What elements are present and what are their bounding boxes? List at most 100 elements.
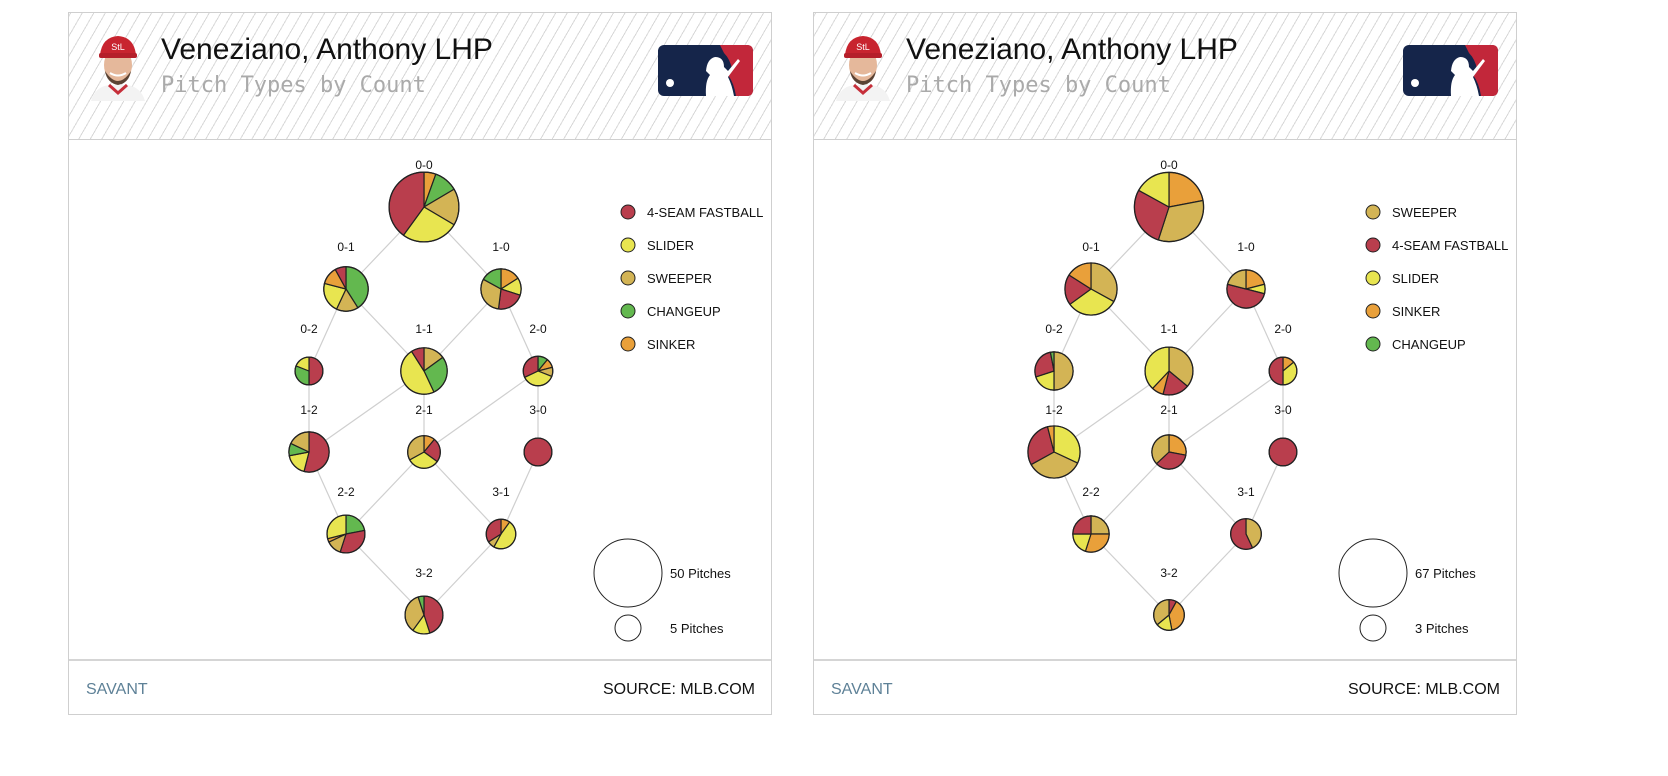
count-pie-2-0[interactable] — [522, 355, 554, 387]
card-footer: SAVANT SOURCE: MLB.COM — [814, 659, 1516, 717]
chart-card-right: StL Veneziano, Anthony LHP Pitch Types b… — [813, 12, 1517, 715]
count-label: 2-0 — [529, 322, 547, 336]
pie-outline — [522, 355, 554, 387]
count-pie-0-1[interactable] — [323, 266, 369, 312]
count-label: 2-1 — [1160, 403, 1178, 417]
pie-outline — [388, 171, 460, 243]
legend-swatch-CH — [620, 303, 636, 319]
pie-outline — [1072, 515, 1110, 553]
count-label: 0-2 — [300, 322, 318, 336]
tree-edge — [423, 370, 539, 453]
count-pie-0-0[interactable] — [388, 171, 460, 243]
count-label: 1-0 — [492, 240, 510, 254]
card-header: StL Veneziano, Anthony LHP Pitch Types b… — [69, 13, 771, 140]
count-label: 3-1 — [492, 485, 510, 499]
pie-outline — [1151, 434, 1187, 470]
pie-outline — [1034, 351, 1074, 391]
size-legend-circle — [1338, 538, 1408, 608]
count-label: 3-0 — [1274, 403, 1292, 417]
count-label: 2-2 — [1082, 485, 1100, 499]
count-pie-3-2[interactable] — [1153, 599, 1185, 631]
size-legend-label: 50 Pitches — [670, 566, 731, 581]
savant-link[interactable]: SAVANT — [831, 681, 893, 698]
legend-label: 4-SEAM FASTBALL — [1392, 238, 1508, 253]
count-pie-3-0[interactable] — [523, 437, 553, 467]
count-label: 0-1 — [1082, 240, 1100, 254]
count-pie-0-2[interactable] — [1034, 351, 1074, 391]
count-pie-2-1[interactable] — [407, 435, 441, 469]
count-label: 3-2 — [415, 566, 433, 580]
legend-swatch-FF — [620, 204, 636, 220]
pie-slice-SW — [1053, 351, 1074, 391]
pie-outline — [1268, 437, 1298, 467]
legend-label: SINKER — [1392, 304, 1440, 319]
pitch-count-tree-chart: 0-0 0-1 1-0 0-2 1-1 2-0 1-2 2-1 3-0 2-2 3-1 3-2 4-SE… — [288, 158, 763, 642]
count-pie-3-1[interactable] — [1230, 518, 1262, 550]
legend-swatch-SI — [1365, 303, 1381, 319]
count-label: 1-2 — [300, 403, 318, 417]
legend-label: SLIDER — [1392, 271, 1439, 286]
count-label: 0-0 — [1160, 158, 1178, 172]
legend-swatch-CH — [1365, 336, 1381, 352]
count-pie-1-0[interactable] — [480, 268, 522, 310]
count-pie-0-2[interactable] — [294, 356, 324, 386]
chart-card-left: StL Veneziano, Anthony LHP Pitch Types b… — [68, 12, 772, 715]
legend-label: 4-SEAM FASTBALL — [647, 205, 763, 220]
count-pie-2-0[interactable] — [1268, 356, 1298, 386]
tree-edge — [1168, 451, 1247, 535]
pie-outline — [326, 514, 366, 554]
size-legend-label: 67 Pitches — [1415, 566, 1476, 581]
count-label: 1-1 — [415, 322, 433, 336]
chart-subtitle: Pitch Types by Count — [906, 73, 1171, 98]
svg-text:StL: StL — [111, 42, 125, 52]
pie-outline — [288, 431, 330, 473]
pie-outline — [407, 435, 441, 469]
pie-outline — [1268, 356, 1298, 386]
tree-edge — [423, 451, 502, 535]
count-pie-3-2[interactable] — [404, 595, 444, 635]
count-pie-3-0[interactable] — [1268, 437, 1298, 467]
count-pie-0-1[interactable] — [1064, 262, 1118, 316]
legend-label: CHANGEUP — [1392, 337, 1466, 352]
count-pie-2-2[interactable] — [1072, 515, 1110, 553]
count-pie-1-1[interactable] — [400, 347, 448, 395]
pie-slice-FF — [1268, 356, 1284, 386]
tree-edge — [1090, 451, 1170, 535]
count-pie-1-0[interactable] — [1226, 269, 1266, 309]
count-pie-2-1[interactable] — [1151, 434, 1187, 470]
count-pie-3-1[interactable] — [485, 518, 517, 550]
pie-outline — [523, 437, 553, 467]
player-photo: StL — [91, 36, 145, 101]
savant-link[interactable]: SAVANT — [86, 681, 148, 698]
count-pie-1-2[interactable] — [1027, 425, 1081, 479]
count-label: 0-0 — [415, 158, 433, 172]
pie-outline — [480, 268, 522, 310]
legend-swatch-SI — [620, 336, 636, 352]
pie-outline — [1144, 346, 1194, 396]
pie-outline — [400, 347, 448, 395]
legend-label: SWEEPER — [647, 271, 712, 286]
pie-outline — [1230, 518, 1262, 550]
count-label: 2-0 — [1274, 322, 1292, 336]
count-label: 2-2 — [337, 485, 355, 499]
count-pie-1-1[interactable] — [1144, 346, 1194, 396]
tree-edge — [1168, 533, 1247, 616]
card-footer: SAVANT SOURCE: MLB.COM — [69, 659, 771, 717]
legend-swatch-FF — [1365, 237, 1381, 253]
count-pie-2-2[interactable] — [326, 514, 366, 554]
size-legend-label: 3 Pitches — [1415, 621, 1469, 636]
count-label: 1-0 — [1237, 240, 1255, 254]
count-label: 3-2 — [1160, 566, 1178, 580]
count-pie-0-0[interactable] — [1133, 171, 1205, 243]
legend-label: SINKER — [647, 337, 695, 352]
mlb-logo — [658, 45, 753, 96]
chart-title: Veneziano, Anthony LHP — [161, 33, 493, 66]
count-label: 0-1 — [337, 240, 355, 254]
count-pie-1-2[interactable] — [288, 431, 330, 473]
player-photo: StL — [836, 36, 890, 101]
pie-outline — [1064, 262, 1118, 316]
pie-outline — [294, 356, 324, 386]
mlb-logo — [1403, 45, 1498, 96]
legend-swatch-SW — [620, 270, 636, 286]
pie-outline — [485, 518, 517, 550]
